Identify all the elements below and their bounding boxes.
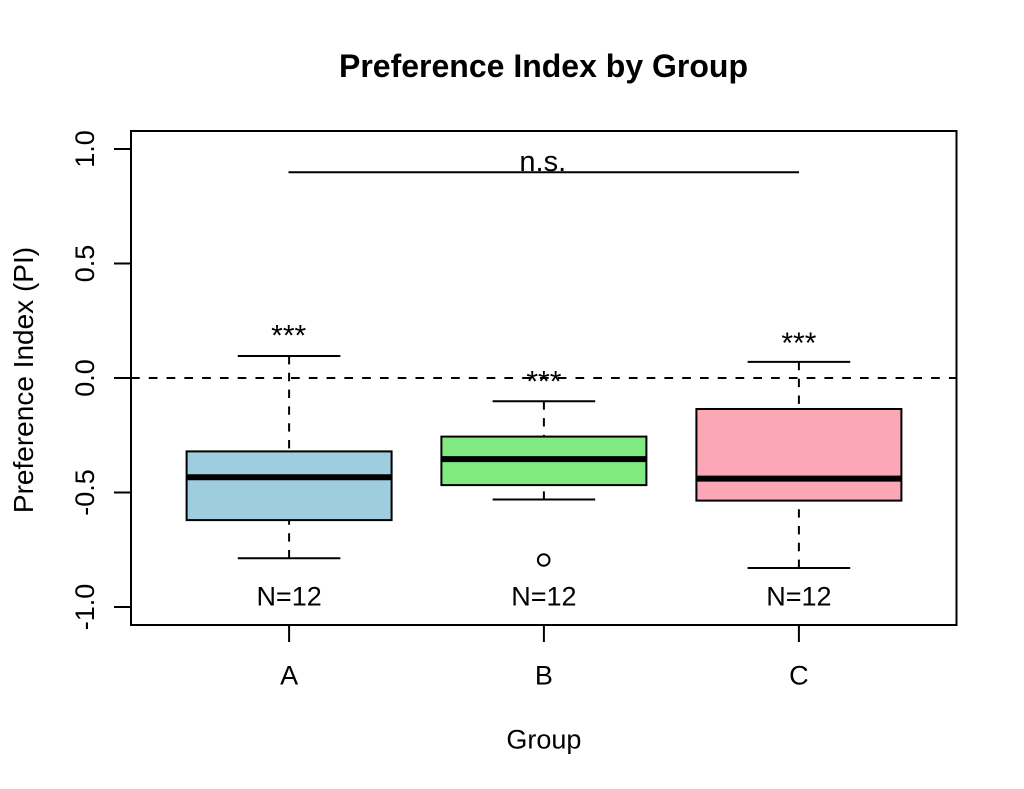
svg-text:Group: Group <box>506 725 581 755</box>
svg-text:n.s.: n.s. <box>519 146 566 178</box>
svg-text:N=12: N=12 <box>511 582 576 612</box>
svg-text:-0.5: -0.5 <box>70 469 100 516</box>
svg-text:***: *** <box>526 365 561 398</box>
svg-text:Preference Index (PI): Preference Index (PI) <box>8 247 39 513</box>
svg-text:-1.0: -1.0 <box>70 584 100 631</box>
svg-text:***: *** <box>271 319 306 352</box>
svg-text:C: C <box>789 661 809 691</box>
svg-text:0.5: 0.5 <box>70 245 100 283</box>
svg-text:Preference Index by Group: Preference Index by Group <box>339 48 748 84</box>
svg-text:A: A <box>280 661 298 691</box>
svg-text:N=12: N=12 <box>256 582 321 612</box>
svg-text:0.0: 0.0 <box>70 359 100 397</box>
svg-text:***: *** <box>781 327 816 360</box>
svg-text:N=12: N=12 <box>766 582 831 612</box>
svg-text:B: B <box>535 661 553 691</box>
svg-text:1.0: 1.0 <box>70 130 100 168</box>
